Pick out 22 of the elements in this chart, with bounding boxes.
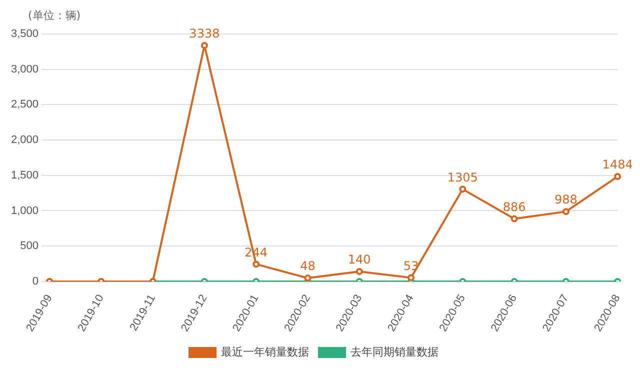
y-tick-label: 1,500 [10, 169, 39, 182]
data-label: 140 [348, 252, 371, 267]
data-label: 988 [554, 192, 578, 207]
text: (单位：辆) [28, 8, 81, 23]
data-label: 886 [502, 200, 526, 214]
y-tick-label: 500 [20, 240, 39, 252]
data-label: 48 [300, 259, 316, 274]
legend-label: 最近一年销量数据 [221, 345, 309, 358]
data-label: 1484 [602, 158, 633, 172]
point [510, 215, 518, 222]
y-tick-label: 3,000 [10, 63, 39, 76]
data-label: 1305 [447, 170, 478, 184]
data-label: 3338 [189, 26, 220, 41]
y-tick-label: 1,000 [10, 204, 39, 217]
y-tick-label: 0 [32, 275, 39, 288]
point [562, 208, 570, 216]
y-tick-label: 2,500 [10, 98, 39, 111]
point [614, 173, 622, 180]
y-tick-label: 2,000 [10, 134, 39, 146]
y-tick-label: 3,500 [10, 28, 39, 40]
legend-label: 去年同期销量数据 [350, 345, 438, 358]
point [459, 186, 466, 193]
